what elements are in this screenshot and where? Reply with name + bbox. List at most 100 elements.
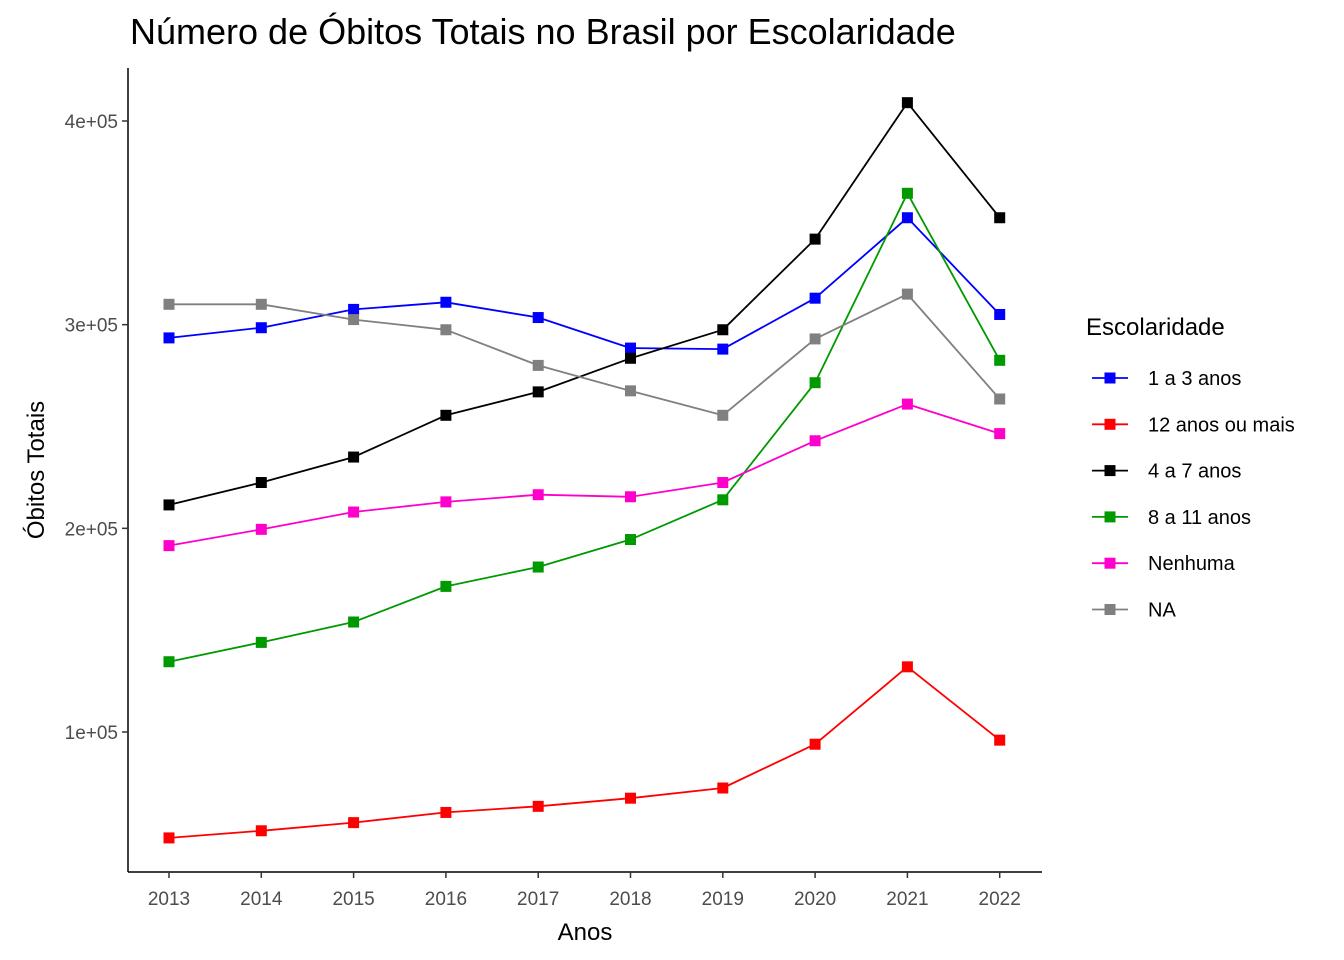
data-point xyxy=(717,477,729,489)
series-line xyxy=(169,293,1001,417)
series-group xyxy=(163,661,1006,844)
legend-key-marker xyxy=(1104,511,1116,523)
data-point xyxy=(994,308,1006,320)
data-point xyxy=(809,435,821,447)
data-point xyxy=(809,233,821,245)
data-point xyxy=(625,534,636,546)
data-point xyxy=(255,477,267,489)
series-line xyxy=(168,665,1001,839)
legend-label: 12 anos ou mais xyxy=(1148,414,1295,436)
data-point xyxy=(901,661,913,673)
legend-item: Nenhuma xyxy=(1092,553,1236,575)
series-line xyxy=(168,403,1000,547)
legend-label: NA xyxy=(1148,600,1176,622)
chart-title: Número de Óbitos Totais no Brasil por Es… xyxy=(130,11,956,52)
data-point xyxy=(625,342,636,354)
data-point xyxy=(348,451,360,463)
series-group xyxy=(163,288,1006,421)
data-point xyxy=(901,212,913,224)
series-line xyxy=(168,192,1001,663)
series-group xyxy=(163,212,1006,355)
legend-item: 8 a 11 anos xyxy=(1092,507,1251,529)
data-point xyxy=(625,385,636,397)
data-point xyxy=(255,636,267,648)
data-point xyxy=(809,292,821,304)
data-point xyxy=(994,393,1006,405)
legend-item: NA xyxy=(1092,600,1176,622)
data-point xyxy=(625,491,636,503)
legend-label: 4 a 7 anos xyxy=(1148,461,1241,483)
legend-item: 1 a 3 anos xyxy=(1092,368,1241,390)
series-group xyxy=(163,398,1006,552)
data-point xyxy=(255,322,267,334)
x-tick-label: 2014 xyxy=(240,889,283,910)
legend-label: 8 a 11 anos xyxy=(1148,507,1251,529)
legend-label: Nenhuma xyxy=(1148,553,1236,575)
data-point xyxy=(440,409,452,421)
data-point xyxy=(625,352,636,364)
x-tick-label: 2018 xyxy=(609,889,651,910)
data-point xyxy=(717,409,729,421)
series-line xyxy=(168,216,1001,351)
data-point xyxy=(717,494,729,506)
data-point xyxy=(348,314,360,326)
data-point xyxy=(440,580,452,592)
data-point xyxy=(163,298,175,310)
data-point xyxy=(163,540,175,552)
series-line xyxy=(168,101,1001,506)
legend-key-marker xyxy=(1104,465,1116,477)
data-point xyxy=(901,187,913,199)
x-tick-label: 2013 xyxy=(148,889,190,910)
x-tick-label: 2020 xyxy=(794,889,836,910)
data-point xyxy=(440,496,452,508)
data-point xyxy=(440,806,452,818)
data-point xyxy=(532,312,544,324)
series-layer xyxy=(163,97,1006,844)
data-point xyxy=(717,324,729,336)
data-point xyxy=(163,499,175,511)
data-point xyxy=(255,298,267,310)
data-point xyxy=(809,333,821,345)
x-axis-ticks: 2013 2014 2015 2016 2017 2018 2019 2020 2021 2022 xyxy=(148,872,1021,910)
legend-label: 1 a 3 anos xyxy=(1148,368,1241,390)
data-point xyxy=(809,377,821,389)
data-point xyxy=(163,832,175,844)
x-tick-label: 2022 xyxy=(979,889,1021,910)
legend-key-marker xyxy=(1104,604,1116,615)
data-point xyxy=(348,817,360,829)
data-point xyxy=(348,616,360,628)
data-point xyxy=(901,288,913,300)
data-point xyxy=(440,324,452,336)
data-point xyxy=(532,386,544,398)
data-point xyxy=(625,792,636,804)
data-point xyxy=(994,212,1006,224)
x-tick-label: 2019 xyxy=(702,889,744,910)
legend-key-marker xyxy=(1104,372,1116,384)
x-tick-label: 2016 xyxy=(425,889,467,910)
data-point xyxy=(717,782,729,794)
y-tick-label: 1e+05 xyxy=(65,723,118,744)
data-point xyxy=(532,489,544,501)
data-point xyxy=(901,398,913,410)
y-axis-title: Óbitos Totais xyxy=(23,401,50,539)
x-tick-label: 2017 xyxy=(517,889,559,910)
series-group xyxy=(163,187,1006,668)
data-point xyxy=(255,825,267,837)
legend-key-marker xyxy=(1104,557,1116,569)
y-axis-ticks: 1e+05 2e+05 3e+05 4e+05 xyxy=(65,112,128,744)
y-tick-label: 2e+05 xyxy=(65,519,118,540)
data-point xyxy=(717,343,729,355)
data-point xyxy=(994,354,1006,366)
data-point xyxy=(532,800,544,812)
y-tick-label: 4e+05 xyxy=(65,112,118,133)
data-point xyxy=(532,561,544,573)
x-tick-label: 2021 xyxy=(886,889,928,910)
legend-key-marker xyxy=(1104,418,1116,430)
x-axis-title: Anos xyxy=(558,919,613,946)
legend-item: 4 a 7 anos xyxy=(1092,461,1241,483)
data-point xyxy=(255,523,267,535)
legend-item: 12 anos ou mais xyxy=(1092,414,1295,436)
data-point xyxy=(532,359,544,371)
